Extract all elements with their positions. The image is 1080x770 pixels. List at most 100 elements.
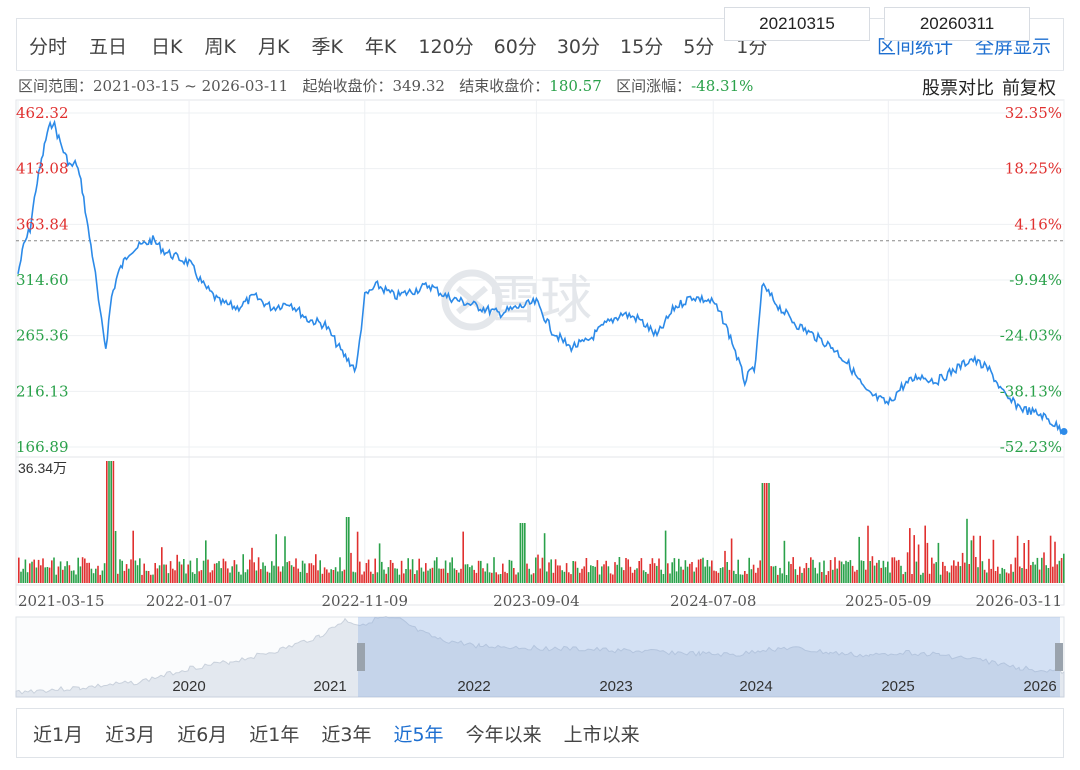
volume-bar (211, 570, 214, 583)
volume-bar (686, 566, 689, 583)
volume-bar (922, 572, 924, 583)
volume-bar (983, 569, 986, 583)
volume-bar (675, 571, 678, 583)
volume-bar (616, 564, 618, 583)
volume-bar (649, 563, 651, 583)
volume-bar (966, 518, 968, 583)
volume-bar (73, 570, 75, 583)
volume-bar (436, 557, 438, 583)
volume-bar (486, 563, 489, 583)
end-date-input[interactable] (884, 7, 1030, 41)
volume-bar (792, 557, 794, 583)
interval-stats-link[interactable]: 区间统计 (876, 35, 953, 58)
change-value: -48.31% (691, 77, 754, 95)
volume-bar (502, 563, 504, 583)
volume-bar (493, 557, 495, 583)
volume-bar (268, 572, 271, 583)
x-tick-label: 2023-09-04 (493, 592, 579, 610)
volume-bar (257, 557, 260, 583)
volume-bar (317, 570, 319, 583)
period-tab[interactable]: 季K (311, 35, 343, 58)
volume-bar (260, 569, 262, 583)
volume-bar (972, 535, 975, 583)
overview-year-label: 2020 (172, 678, 205, 695)
overview-navigator[interactable]: 2020 2021 2022 2023 2024 2025 2026 (15, 615, 1065, 698)
volume-bar (169, 561, 172, 583)
stock-compare-button[interactable]: 股票对比 (922, 78, 994, 99)
volume-bar (92, 573, 95, 583)
volume-bar (1036, 557, 1039, 583)
volume-bar (480, 560, 482, 583)
range-button[interactable]: 近1月 (33, 723, 84, 746)
volume-bar (653, 563, 656, 583)
volume-bar (508, 559, 511, 583)
volume-bar (823, 560, 825, 583)
volume-bar (1049, 535, 1052, 583)
volume-bar (658, 558, 660, 583)
forward-adjust-button[interactable]: 前复权 (1002, 78, 1056, 99)
range-button[interactable]: 近5年 (393, 723, 444, 746)
volume-bar (774, 565, 777, 583)
x-tick-label: 2026-03-11 (976, 592, 1062, 610)
volume-bar (847, 561, 849, 583)
tool-links: 区间统计 全屏显示 (855, 19, 1051, 71)
volume-bar (959, 566, 962, 583)
volume-bar (1001, 567, 1003, 583)
volume-bar (224, 561, 227, 583)
period-tab[interactable]: 日K (151, 35, 183, 58)
overview-year-label: 2022 (457, 678, 490, 695)
overview-right-handle[interactable] (1055, 643, 1063, 671)
volume-bar (205, 540, 207, 583)
volume-bar (856, 569, 858, 583)
period-tab[interactable]: 15分 (620, 35, 664, 58)
volume-bar (513, 568, 515, 583)
period-tab[interactable]: 周K (204, 35, 236, 58)
period-tab[interactable]: 年K (364, 35, 397, 58)
period-tab[interactable]: 30分 (556, 35, 601, 58)
volume-bar (77, 557, 79, 583)
period-tab[interactable]: 五日 (89, 35, 128, 58)
volume-bar (935, 562, 937, 583)
period-tab[interactable]: 月K (257, 35, 290, 58)
volume-bar (724, 550, 726, 583)
period-tab[interactable]: 分时 (29, 35, 68, 58)
fullscreen-link[interactable]: 全屏显示 (974, 35, 1051, 58)
volume-bar (1043, 552, 1045, 583)
range-button[interactable]: 上市以来 (563, 723, 640, 746)
range-button[interactable]: 近6月 (177, 723, 228, 746)
volume-bar (827, 571, 830, 583)
volume-bar (121, 560, 123, 583)
volume-bars (18, 461, 1065, 583)
overview-year-label: 2023 (599, 678, 632, 695)
volume-bar (889, 572, 891, 583)
period-tab[interactable]: 60分 (493, 35, 537, 58)
stock-chart[interactable]: 雪球 462.32 32.35% 413.08 18.25% 363.84 4.16% 31… (0, 0, 1080, 705)
volume-bar (1041, 557, 1043, 583)
range-button[interactable]: 今年以来 (465, 723, 542, 746)
overview-year-label: 2025 (881, 678, 914, 695)
period-tab[interactable]: 5分 (683, 35, 715, 58)
period-tab[interactable]: 120分 (418, 35, 474, 58)
overview-left-handle[interactable] (357, 643, 365, 671)
volume-bar (20, 571, 22, 583)
volume-bar (557, 565, 559, 583)
period-tab[interactable]: 1分 (736, 35, 768, 58)
volume-bar (607, 566, 610, 583)
volume-bar (726, 562, 728, 583)
volume-bar (345, 517, 348, 583)
range-button[interactable]: 近1年 (249, 723, 300, 746)
range-button[interactable]: 近3年 (321, 723, 372, 746)
volume-bar (656, 565, 658, 583)
volume-bar (735, 574, 737, 583)
volume-bar (150, 574, 152, 583)
range-button[interactable]: 近3月 (105, 723, 156, 746)
volume-bar (887, 561, 889, 583)
start-date-input[interactable] (724, 7, 870, 41)
overview-selection[interactable] (358, 617, 1060, 697)
volume-bar (117, 573, 119, 583)
volume-bar (229, 572, 231, 583)
volume-bar (290, 565, 293, 583)
volume-bar (818, 562, 821, 583)
volume-bar (352, 571, 354, 583)
volume-bar (700, 558, 702, 583)
